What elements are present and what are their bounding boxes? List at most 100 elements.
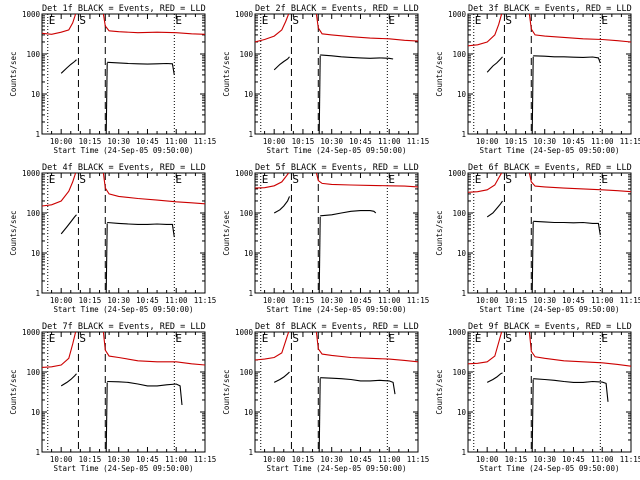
panel-2-xtick-label: 11:15: [407, 137, 430, 146]
panel-2-xtick-label: 10:45: [349, 137, 372, 146]
panel-1-xtick-label: 11:00: [165, 137, 188, 146]
panel-1-series-events: [107, 61, 175, 75]
panel-8-ytick-label: 1000: [235, 328, 254, 337]
panel-9-series-events: [486, 372, 503, 383]
panel-2-marker-label: S: [292, 14, 299, 27]
panel-7-xtick-label: 10:15: [79, 455, 102, 464]
panel-5-series-events: [318, 216, 321, 293]
panel-8: Det 8f BLACK = Events, RED = LLD 1 10 100 10…: [222, 322, 429, 473]
panel-7-xtick-label: 10:30: [107, 455, 130, 464]
panel-8-xtick-label: 10:15: [292, 455, 315, 464]
panel-8-xtick-label: 10:45: [349, 455, 372, 464]
panel-1-marker-label: E: [49, 14, 56, 27]
panel-5-xtick-label: 11:15: [407, 296, 430, 305]
panel-5: Det 5f BLACK = Events, RED = LLD 1 10 100 10…: [222, 163, 429, 314]
panel-4-ytick-label: 1: [35, 289, 40, 298]
panel-3-marker-label: S: [505, 14, 512, 27]
panel-4-frame: [41, 172, 206, 294]
panel-9-frame: [467, 331, 632, 453]
panel-2-series-events: [273, 56, 290, 71]
panel-2-xtick-label: 10:15: [292, 137, 315, 146]
panel-6-ylabel: Counts/sec: [435, 210, 444, 255]
panel-8-marker-label: E: [262, 332, 269, 345]
panel-4-xtick-label: 11:15: [194, 296, 217, 305]
panel-3-xtick-label: 10:45: [562, 137, 585, 146]
panel-6-xtick-label: 10:30: [533, 296, 556, 305]
panel-2-marker-label: E: [388, 14, 395, 27]
panel-3-xtick-label: 10:00: [476, 137, 499, 146]
panel-1-xtick-label: 10:45: [136, 137, 159, 146]
panel-5-xlabel: Start Time (24-Sep-05 09:50:00): [267, 305, 407, 314]
panel-3-ytick-label: 1000: [448, 10, 467, 19]
panel-9-series-lld: [528, 332, 631, 367]
panel-4-marker-label: E: [175, 173, 182, 186]
panel-4-series-lld: [42, 173, 77, 207]
panel-9-marker-label: E: [601, 332, 608, 345]
panel-7-xtick-label: 11:00: [165, 455, 188, 464]
panel-8-xtick-label: 11:00: [378, 455, 401, 464]
panel-2-xtick-label: 10:00: [263, 137, 286, 146]
panel-7-ytick-label: 10: [31, 408, 41, 417]
panel-5-marker-label: E: [262, 173, 269, 186]
panel-5-xtick-label: 10:15: [292, 296, 315, 305]
panel-4-ytick-label: 100: [26, 209, 40, 218]
panel-3-ytick-label: 1: [461, 130, 466, 139]
panel-8-title: Det 8f BLACK = Events, RED = LLD: [255, 322, 419, 332]
panel-1-xtick-label: 11:15: [194, 137, 217, 146]
panel-5-xtick-label: 11:00: [378, 296, 401, 305]
panel-1-series-events: [60, 59, 77, 74]
panel-3-xtick-label: 10:30: [533, 137, 556, 146]
panel-4-ylabel: Counts/sec: [9, 210, 18, 255]
panel-6-series-events: [486, 200, 503, 218]
panel-1-series-lld: [42, 14, 77, 35]
panel-3: Det 3f BLACK = Events, RED = LLD 1 10 100 10…: [435, 4, 640, 155]
panel-1-series-lld: [102, 14, 205, 35]
panel-9-marker-label: S: [505, 332, 512, 345]
panel-9-series-lld: [468, 332, 503, 365]
panel-7-xtick-label: 10:45: [136, 455, 159, 464]
panel-8-ylabel: Counts/sec: [222, 369, 231, 414]
panel-8-ytick-label: 1: [248, 448, 253, 457]
panel-7-ylabel: Counts/sec: [9, 369, 18, 414]
panel-5-frame: [254, 172, 419, 294]
panel-6-ytick-label: 1: [461, 289, 466, 298]
panel-6-xtick-label: 10:45: [562, 296, 585, 305]
panel-1: Det 1f BLACK = Events, RED = LLD 1 10 100 10…: [9, 4, 216, 155]
panel-2-title: Det 2f BLACK = Events, RED = LLD: [255, 4, 419, 14]
panel-9-xtick-label: 10:00: [476, 455, 499, 464]
panel-2: Det 2f BLACK = Events, RED = LLD 1 10 100 10…: [222, 4, 429, 155]
panel-5-ytick-label: 1: [248, 289, 253, 298]
panel-3-frame: [467, 13, 632, 135]
panel-7-series-events: [105, 382, 108, 452]
panel-5-series-events: [273, 196, 291, 214]
panel-2-xtick-label: 10:30: [320, 137, 343, 146]
panel-3-ytick-label: 100: [452, 50, 466, 59]
panel-2-series-events: [318, 55, 321, 134]
panel-9-marker-label: E: [475, 332, 482, 345]
panel-1-title: Det 1f BLACK = Events, RED = LLD: [42, 4, 206, 14]
panel-1-frame: [41, 13, 206, 135]
panel-6-ytick-label: 10: [457, 249, 467, 258]
panel-3-series-events: [533, 55, 601, 64]
panel-7-marker-label: E: [175, 332, 182, 345]
panel-8-series-events: [320, 377, 396, 395]
panel-8-ytick-label: 100: [239, 368, 253, 377]
panel-1-ytick-label: 100: [26, 50, 40, 59]
panel-5-series-lld: [315, 173, 418, 188]
panel-2-frame: [254, 13, 419, 135]
panel-9-ytick-label: 10: [457, 408, 467, 417]
panel-5-ylabel: Counts/sec: [222, 210, 231, 255]
panel-7: Det 7f BLACK = Events, RED = LLD 1 10 100 10…: [9, 322, 216, 473]
panel-2-xtick-label: 11:00: [378, 137, 401, 146]
panel-6-marker-label: E: [475, 173, 482, 186]
panel-1-xtick-label: 10:15: [79, 137, 102, 146]
panel-7-xlabel: Start Time (24-Sep-05 09:50:00): [54, 464, 194, 473]
panel-9-xtick-label: 11:00: [591, 455, 614, 464]
panel-6-xlabel: Start Time (24-Sep-05 09:50:00): [480, 305, 620, 314]
panel-5-marker-label: E: [388, 173, 395, 186]
panel-1-marker-label: S: [79, 14, 86, 27]
panel-5-ytick-label: 10: [244, 249, 254, 258]
panel-6: Det 6f BLACK = Events, RED = LLD 1 10 100 10…: [435, 163, 640, 314]
panel-4-xlabel: Start Time (24-Sep-05 09:50:00): [54, 305, 194, 314]
